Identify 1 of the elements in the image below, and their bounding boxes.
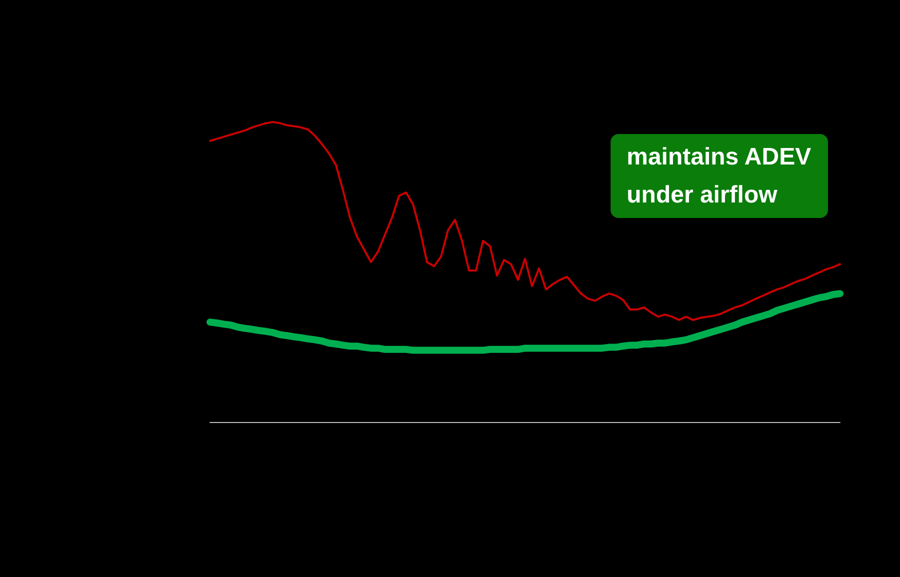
annotation: maintains ADEV under airflow: [626, 144, 812, 208]
